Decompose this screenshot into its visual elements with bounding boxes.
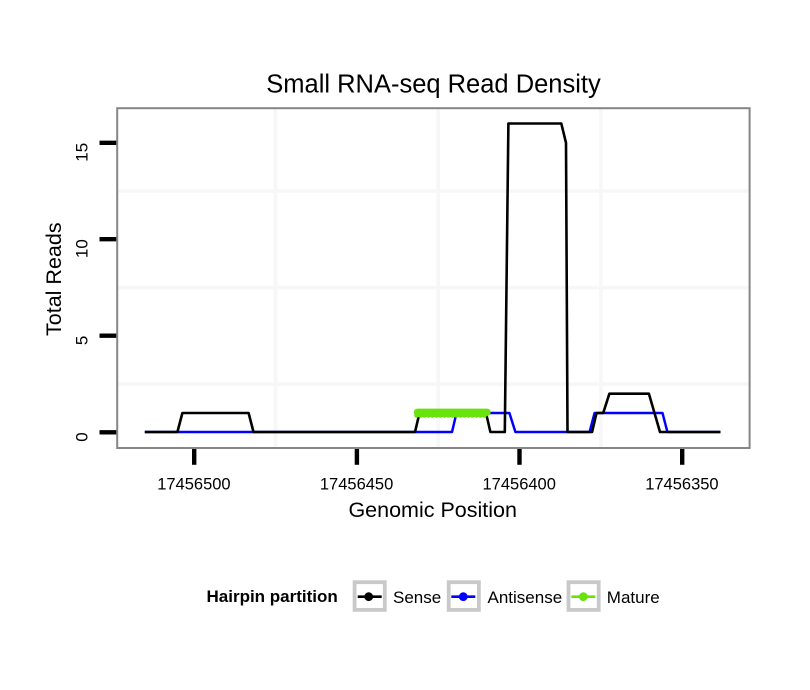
svg-text:Hairpin partition: Hairpin partition [207,587,338,606]
svg-text:15: 15 [73,143,92,162]
svg-text:17456350: 17456350 [645,476,718,494]
svg-text:Genomic Position: Genomic Position [348,498,517,522]
svg-text:10: 10 [73,239,92,258]
svg-text:0: 0 [73,432,92,441]
svg-text:5: 5 [73,336,92,345]
svg-text:Total Reads: Total Reads [42,222,66,336]
svg-text:Antisense: Antisense [488,588,563,607]
svg-text:Sense: Sense [393,588,441,607]
svg-text:Small RNA-seq Read Density: Small RNA-seq Read Density [266,70,601,98]
svg-text:17456500: 17456500 [157,476,230,494]
svg-text:17456400: 17456400 [482,476,555,494]
svg-text:Mature: Mature [607,588,660,607]
svg-text:17456450: 17456450 [320,476,393,494]
